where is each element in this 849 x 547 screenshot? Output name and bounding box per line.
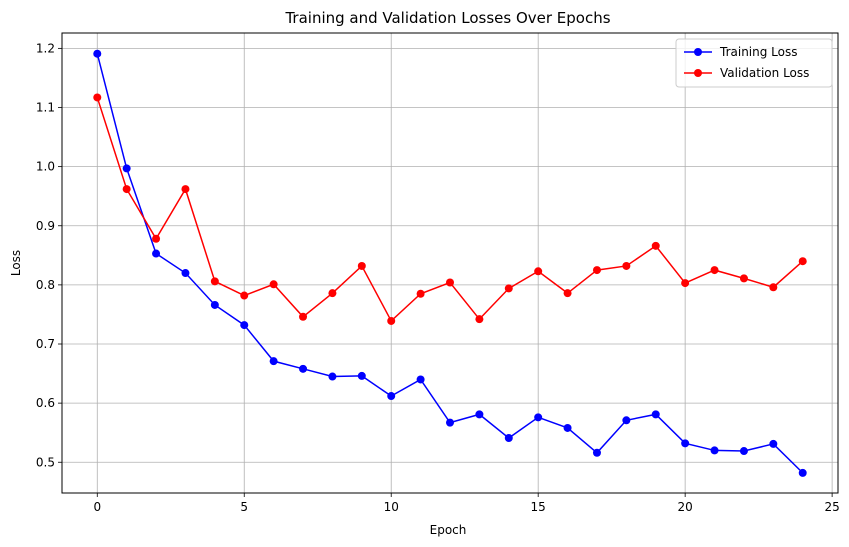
validation-loss-point xyxy=(328,289,337,298)
validation-loss-point xyxy=(769,283,778,292)
training-loss-point xyxy=(299,364,308,373)
training-loss-point xyxy=(563,423,572,432)
training-loss-point xyxy=(504,434,513,443)
y-tick-label: 0.5 xyxy=(36,455,55,469)
validation-loss-point xyxy=(739,274,748,283)
training-loss-point xyxy=(269,357,278,366)
training-loss-point xyxy=(622,416,631,425)
validation-loss-point xyxy=(563,289,572,298)
training-loss-point xyxy=(592,448,601,457)
training-loss-point xyxy=(210,300,219,309)
x-tick-label: 15 xyxy=(531,500,546,514)
training-loss-point xyxy=(651,410,660,419)
training-loss-point xyxy=(739,447,748,456)
training-loss-point xyxy=(387,392,396,401)
x-tick-label: 20 xyxy=(678,500,693,514)
training-loss-point xyxy=(93,49,102,58)
validation-loss-point xyxy=(592,266,601,275)
training-loss-point xyxy=(152,249,161,258)
validation-loss-point xyxy=(152,234,161,243)
y-axis-label: Loss xyxy=(9,250,23,276)
training-loss-point xyxy=(534,413,543,422)
y-tick-label: 1.1 xyxy=(36,100,55,114)
validation-loss-point xyxy=(357,261,366,270)
training-loss-point xyxy=(357,371,366,380)
validation-loss-point xyxy=(210,277,219,286)
training-loss-line xyxy=(96,53,804,474)
y-tick-label: 1.0 xyxy=(36,160,55,174)
validation-loss-point xyxy=(681,279,690,288)
validation-loss-point xyxy=(446,278,454,287)
plot-frame xyxy=(61,32,839,494)
validation-loss-point xyxy=(622,261,631,270)
training-loss-point xyxy=(181,269,190,278)
legend-validation-loss-swatch-marker xyxy=(694,69,702,77)
legend-validation-loss-label: Validation Loss xyxy=(720,66,809,80)
x-tick-label: 25 xyxy=(824,500,839,514)
validation-loss-point xyxy=(269,280,278,289)
chart-title: Training and Validation Losses Over Epoc… xyxy=(284,9,610,27)
legend-box xyxy=(675,38,833,88)
validation-loss-point xyxy=(240,291,249,300)
series-layer xyxy=(93,49,807,477)
axis-ticks: 0 5 10 15 20 25 0.5 0.6 0.7 0.8 0.9 1.0 1.1 1.2 xyxy=(36,41,840,514)
x-tick-label: 5 xyxy=(240,500,248,514)
y-tick-label: 0.9 xyxy=(36,219,55,233)
training-loss-point xyxy=(328,372,337,381)
y-tick-label: 0.7 xyxy=(36,337,55,351)
training-loss-point xyxy=(122,164,131,173)
legend: Training Loss Validation Loss xyxy=(675,38,833,88)
validation-loss-point xyxy=(122,185,131,194)
y-tick-label: 1.2 xyxy=(36,41,55,55)
validation-loss-point xyxy=(93,93,102,102)
training-loss-point xyxy=(416,375,425,384)
y-tick-label: 0.8 xyxy=(36,278,55,292)
x-axis-label: Epoch xyxy=(430,523,467,537)
y-tick-label: 0.6 xyxy=(36,396,55,410)
x-tick-label: 0 xyxy=(93,500,101,514)
validation-loss-point xyxy=(299,312,308,321)
validation-loss-line xyxy=(96,97,804,323)
validation-loss-point xyxy=(181,185,190,194)
validation-loss-point xyxy=(534,267,543,276)
validation-loss-point xyxy=(416,289,425,298)
validation-loss-point xyxy=(651,241,660,250)
training-loss-point xyxy=(446,418,454,427)
validation-loss-point xyxy=(475,315,484,324)
training-loss-point xyxy=(681,439,690,448)
validation-loss-point xyxy=(387,316,396,325)
legend-training-loss-swatch-marker xyxy=(694,48,702,56)
validation-loss-point xyxy=(798,257,807,266)
training-loss-point xyxy=(710,446,719,455)
training-loss-point xyxy=(769,439,778,448)
training-loss-point xyxy=(475,410,484,419)
validation-loss-point xyxy=(504,284,513,293)
validation-loss-point xyxy=(710,266,719,275)
x-tick-label: 10 xyxy=(384,500,399,514)
training-loss-point xyxy=(240,321,249,330)
training-loss-point xyxy=(798,468,807,477)
legend-training-loss-label: Training Loss xyxy=(719,45,797,59)
